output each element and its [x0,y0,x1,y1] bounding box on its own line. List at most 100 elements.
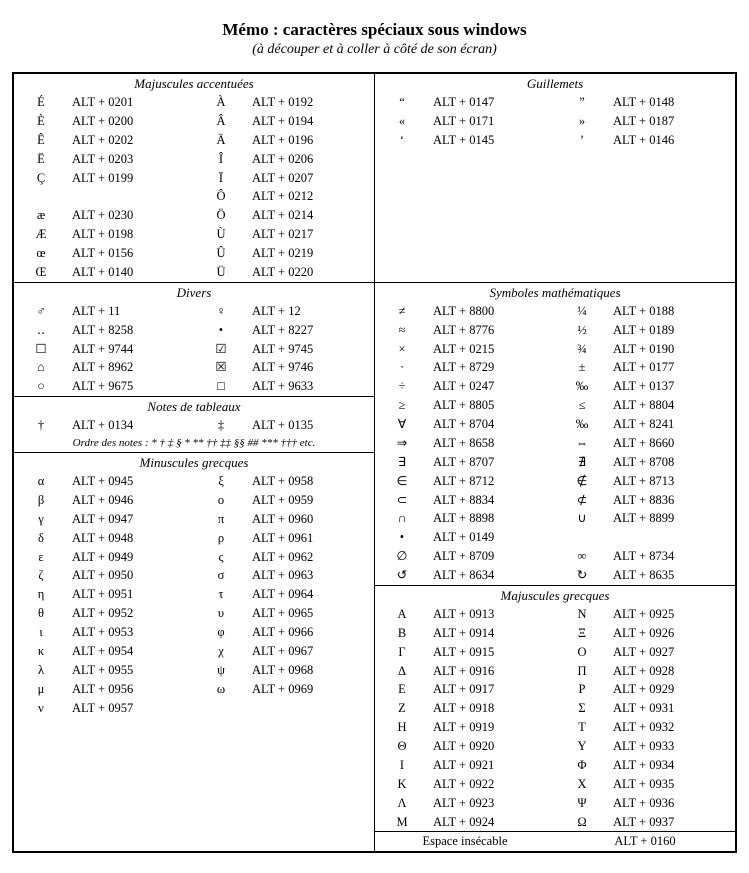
char-code: ALT + 8776 [429,321,555,340]
char-code: ALT + 8635 [609,566,735,585]
char-code: ALT + 8804 [609,396,735,415]
table-row: ≈ALT + 8776½ALT + 0189 [375,321,735,340]
char-code: ALT + 8258 [68,321,194,340]
char-code: ALT + 0217 [248,225,374,244]
table-row: θALT + 0952υALT + 0965 [14,604,374,623]
table-row: ΗALT + 0919ΤALT + 0932 [375,718,735,737]
char-symbol: □ [194,377,248,396]
page-subtitle: (à découper et à coller à côté de son éc… [12,42,737,58]
char-symbol: ζ [14,566,68,585]
char-code: ALT + 12 [248,302,374,321]
char-symbol: × [375,340,429,359]
char-code: ALT + 8800 [429,302,555,321]
char-code: ALT + 0965 [248,604,374,623]
char-code: ALT + 0230 [68,206,194,225]
section-table-min-grec: αALT + 0945ξALT + 0958βALT + 0946οALT + … [14,472,374,717]
char-code: ALT + 0206 [248,150,374,169]
char-symbol: χ [194,642,248,661]
char-symbol: Û [194,244,248,263]
char-code: ALT + 0156 [68,244,194,263]
section-title-divers: Divers [14,283,374,302]
char-code: ALT + 0145 [429,131,555,150]
char-symbol: β [14,491,68,510]
char-symbol: ♂ [14,302,68,321]
char-code: ALT + 8707 [429,453,555,472]
char-code: ALT + 8634 [429,566,555,585]
char-code: ALT + 0201 [68,93,194,112]
char-code: ALT + 0950 [68,566,194,585]
section-table-math: ≠ALT + 8800¼ALT + 0188≈ALT + 8776½ALT + … [375,302,735,585]
char-symbol [194,699,248,718]
table-row: ιALT + 0953φALT + 0966 [14,623,374,642]
table-row: ≠ALT + 8800¼ALT + 0188 [375,302,735,321]
char-symbol: ε [14,548,68,567]
table-row: •ALT + 0149 [375,528,735,547]
char-code: ALT + 8227 [248,321,374,340]
section-title-maj-acc: Majuscules accentuées [14,74,374,93]
char-code: ALT + 0199 [68,169,194,188]
table-row: εALT + 0949ςALT + 0962 [14,548,374,567]
char-code: ALT + 0951 [68,585,194,604]
char-symbol: Θ [375,737,429,756]
char-symbol: œ [14,244,68,263]
char-code: ALT + 0932 [609,718,735,737]
char-symbol: Ë [14,150,68,169]
table-row: †ALT + 0134‡ALT + 0135 [14,416,374,435]
char-symbol: ÷ [375,377,429,396]
table-row: δALT + 0948ρALT + 0961 [14,529,374,548]
table-row: ∈ALT + 8712∉ALT + 8713 [375,472,735,491]
char-code: ALT + 8241 [609,415,735,434]
char-symbol: ≠ [375,302,429,321]
table-row: λALT + 0955ψALT + 0968 [14,661,374,680]
char-symbol: ο [194,491,248,510]
page-title: Mémo : caractères spéciaux sous windows [12,20,737,40]
table-row: «ALT + 0171»ALT + 0187 [375,112,735,131]
char-code: ALT + 0137 [609,377,735,396]
espace-label: Espace insécable [375,832,555,851]
table-row: ÔALT + 0212 [14,187,374,206]
char-symbol: π [194,510,248,529]
table-row: μALT + 0956ωALT + 0969 [14,680,374,699]
char-symbol: Τ [555,718,609,737]
section-table-maj-grec: ΑALT + 0913ΝALT + 0925ΒALT + 0914ΞALT + … [375,605,735,832]
char-code [68,187,194,206]
char-code: ALT + 0963 [248,566,374,585]
char-symbol: » [555,112,609,131]
table-row: œALT + 0156ÛALT + 0219 [14,244,374,263]
char-symbol: Œ [14,263,68,282]
char-symbol: É [14,93,68,112]
char-symbol: Χ [555,775,609,794]
char-symbol: Æ [14,225,68,244]
char-symbol: Ô [194,187,248,206]
section-table-notes: †ALT + 0134‡ALT + 0135 [14,416,374,435]
char-code: ALT + 0958 [248,472,374,491]
table-row: ÇALT + 0199ÏALT + 0207 [14,169,374,188]
char-symbol: θ [14,604,68,623]
char-symbol: ∀ [375,415,429,434]
char-symbol: σ [194,566,248,585]
char-code: ALT + 8729 [429,358,555,377]
char-code: ALT + 0148 [609,93,735,112]
table-row: ΑALT + 0913ΝALT + 0925 [375,605,735,624]
char-symbol: ⊄ [555,491,609,510]
char-code: ALT + 9633 [248,377,374,396]
reference-table: Majuscules accentuées ÉALT + 0201À ALT + … [12,72,737,853]
char-symbol: À [194,93,248,112]
char-code: ALT + 0949 [68,548,194,567]
char-symbol: Ο [555,643,609,662]
section-table-guillemets: “ALT + 0147”ALT + 0148«ALT + 0171»ALT + … [375,93,735,150]
char-code: ALT + 0957 [68,699,194,718]
char-symbol: Ö [194,206,248,225]
table-row: “ALT + 0147”ALT + 0148 [375,93,735,112]
table-row: νALT + 0957 [14,699,374,718]
section-title-maj-grec: Majuscules grecques [375,586,735,605]
char-code: ALT + 0212 [248,187,374,206]
char-symbol: ξ [194,472,248,491]
char-symbol: ⇔ [555,434,609,453]
char-code: ALT + 8660 [609,434,735,453]
char-code: ALT + 8962 [68,358,194,377]
char-code: ALT + 0961 [248,529,374,548]
char-code: ALT + 0247 [429,377,555,396]
char-code: ALT + 0960 [248,510,374,529]
char-code: ALT + 0969 [248,680,374,699]
